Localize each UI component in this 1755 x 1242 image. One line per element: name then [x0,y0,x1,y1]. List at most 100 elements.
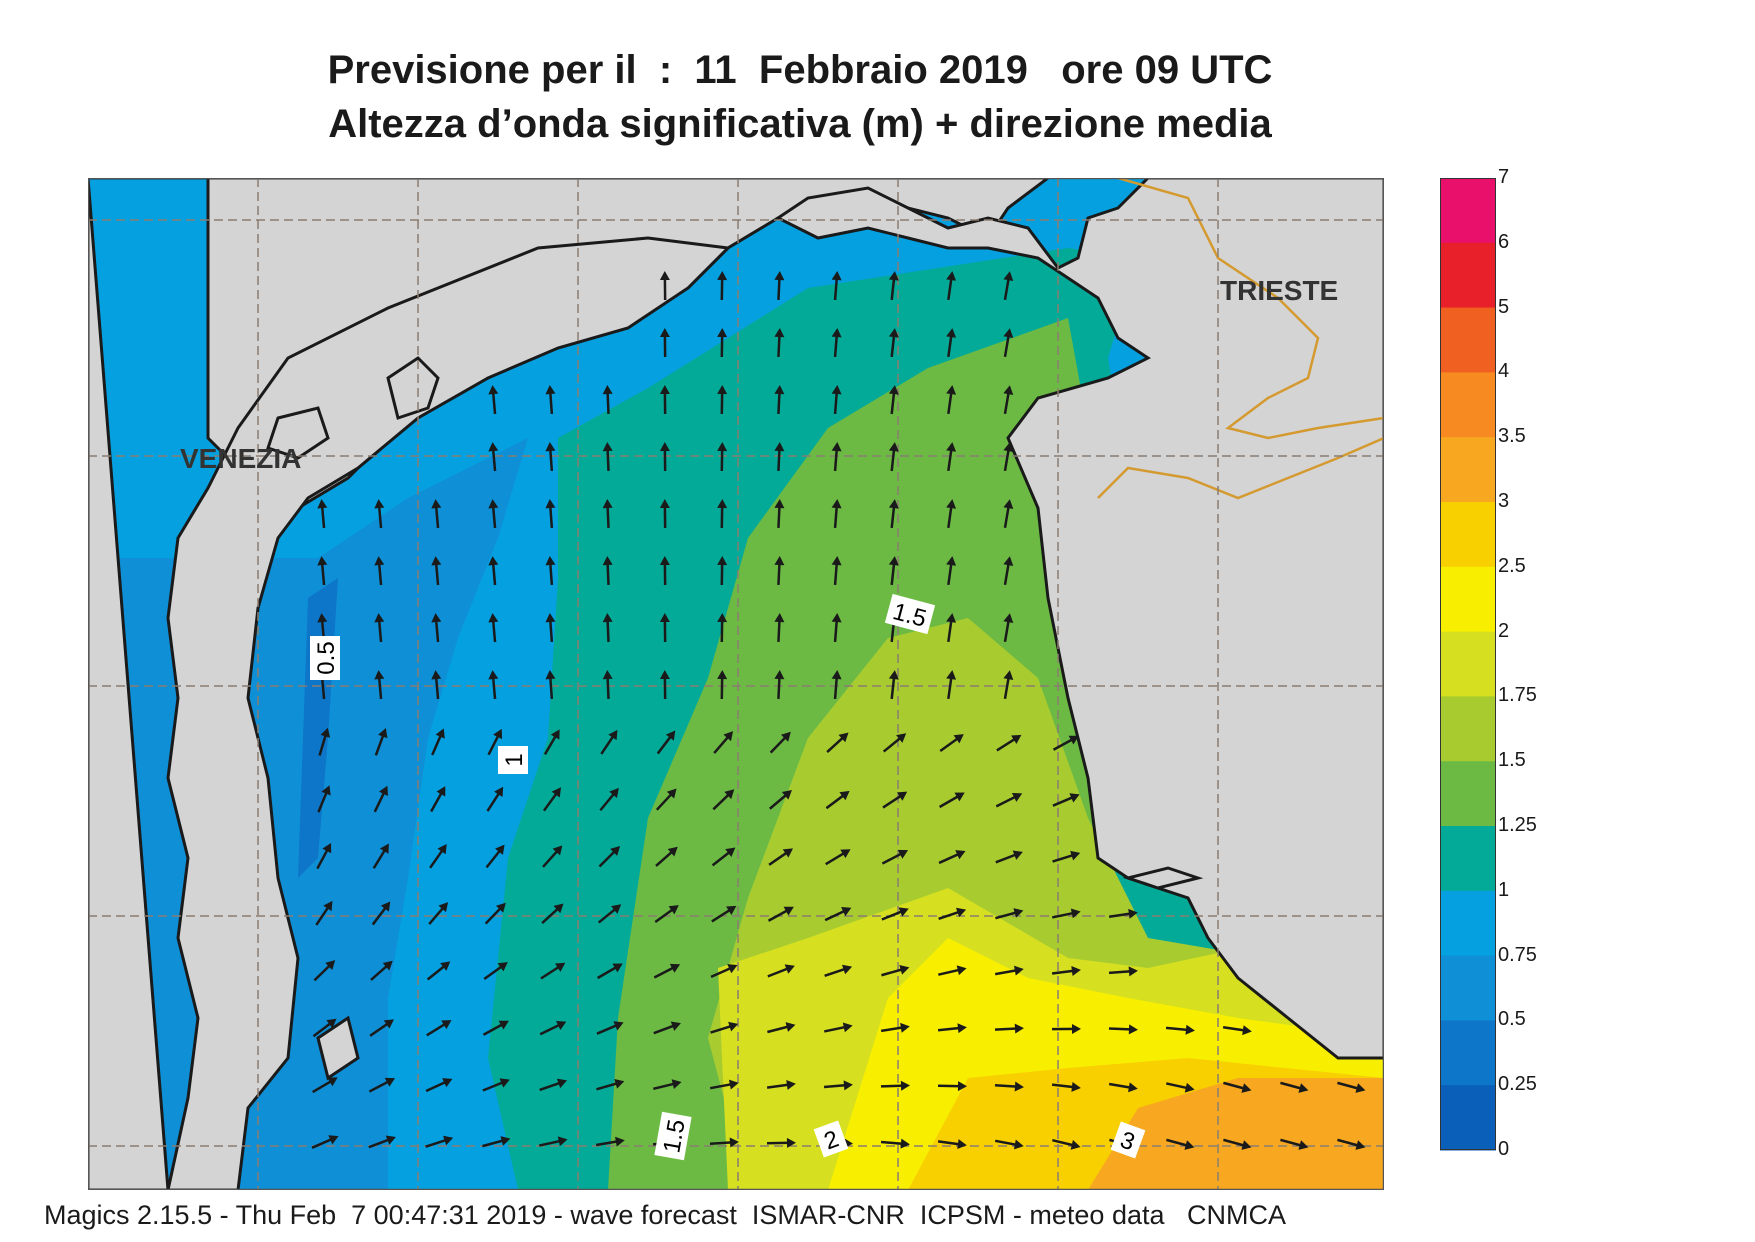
svg-text:1: 1 [501,753,528,766]
direction-arrow [374,556,385,586]
place-label-trieste: TRIESTE [1220,275,1338,306]
direction-arrow [602,385,613,415]
colorbar-swatch [1440,955,1496,1021]
direction-arrow [888,670,899,700]
direction-arrow [595,1136,625,1147]
direction-arrow [888,328,899,358]
direction-arrow [659,271,670,301]
direction-arrow [1052,850,1081,863]
direction-arrow [880,1080,910,1091]
direction-arrow [774,670,785,700]
direction-arrow [831,271,842,301]
direction-arrow [543,729,560,755]
direction-arrow [311,1135,339,1149]
direction-arrow [769,790,792,810]
direction-arrow [880,1022,910,1033]
direction-arrow [994,1023,1024,1034]
colorbar-tick-label: 2.5 [1498,554,1526,577]
national-border [1117,178,1384,440]
direction-arrow [881,907,909,921]
direction-arrow [369,1019,395,1037]
direction-arrow [600,729,618,755]
direction-arrow [602,499,613,529]
direction-arrow [542,787,562,812]
direction-arrow [1003,499,1014,529]
land-west-coast [88,178,732,1190]
direction-arrow [766,1079,796,1090]
direction-arrow [430,786,446,813]
colorbar-tick-label: 1 [1498,878,1510,901]
direction-arrow [831,670,842,700]
direction-arrow [541,903,564,925]
direction-arrow [655,846,678,867]
direction-arrow [712,789,735,811]
direction-arrow [1337,1081,1366,1093]
direction-arrow [709,1137,739,1148]
direction-arrow [717,556,728,586]
colorbar-swatch [1440,566,1496,633]
contour-label: 1 [498,746,528,774]
direction-arrow [653,963,681,979]
direction-arrow [938,907,967,921]
direction-arrow [1108,966,1138,977]
direction-arrow [596,1078,625,1091]
lagoon-island [316,1015,360,1081]
colorbar-tick-label: 7 [1498,166,1510,188]
direction-arrow [766,1137,796,1148]
direction-arrow [710,964,738,979]
direction-arrow [1108,908,1138,919]
direction-arrow [1166,1082,1195,1093]
colorbar-swatch [1440,502,1496,568]
direction-arrow [488,442,499,472]
direction-arrow [374,499,385,529]
direction-arrow [938,792,965,809]
colorbar-swatch [1440,437,1496,503]
colorbar-swatch [1440,696,1496,762]
direction-arrow [488,556,499,586]
colorbar-tick-label: 1.25 [1498,814,1537,836]
direction-arrow [831,442,842,472]
direction-arrow [374,670,385,700]
colorbar-swatch [1440,761,1496,827]
direction-arrow [656,730,676,755]
direction-arrow [1003,271,1014,301]
direction-arrow [717,442,728,472]
direction-arrow [315,900,333,926]
direction-arrow [717,328,728,358]
contour-label: 0.5 [310,636,340,680]
direction-arrow [659,328,670,358]
direction-arrow [539,1078,568,1092]
direction-arrow [431,613,442,643]
direction-arrow [312,1077,338,1094]
direction-arrow [995,850,1023,864]
direction-arrow [545,442,556,472]
direction-arrow [831,499,842,529]
direction-arrow [826,732,849,754]
direction-arrow [312,1018,337,1038]
direction-arrow [1051,1081,1081,1092]
direction-arrow [946,385,957,415]
direction-arrow [370,960,393,981]
direction-arrow [946,442,957,472]
contour-label: 1.5 [884,593,936,635]
direction-arrow [1052,793,1080,807]
direction-arrow [1108,1082,1138,1093]
direction-arrow [602,613,613,643]
direction-arrow [431,728,445,756]
colorbar-tick-label: 0 [1498,1138,1510,1160]
direction-arrow [597,904,622,924]
direction-arrow [946,613,957,643]
direction-arrow [831,613,842,643]
svg-text:0.5: 0.5 [313,641,340,674]
direction-arrow [488,613,499,643]
direction-arrow [596,1021,624,1035]
direction-arrow [542,845,563,868]
colorbar-tick-label: 0.75 [1498,943,1537,966]
colorbar-tick-label: 5 [1498,295,1510,318]
direction-arrow [599,787,619,812]
colorbar-swatches [1440,178,1496,1151]
direction-arrow [1280,1081,1309,1093]
direction-arrow [717,670,728,700]
direction-arrow [769,731,791,754]
direction-arrow [946,670,957,700]
